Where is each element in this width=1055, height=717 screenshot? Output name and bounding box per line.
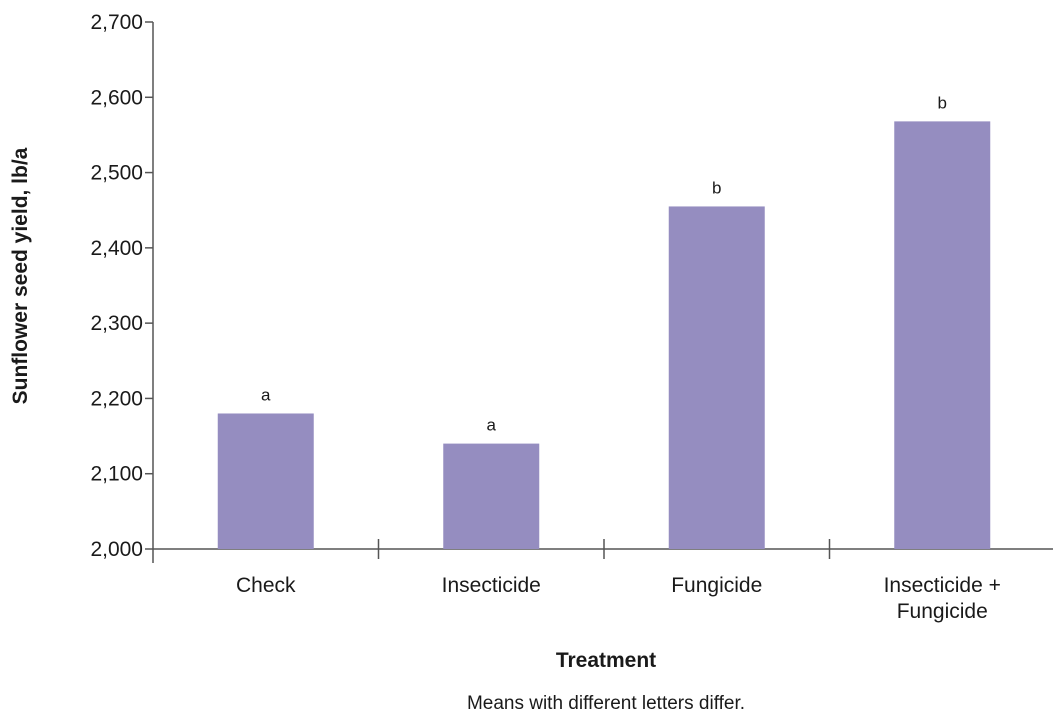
bar-significance-label: b [712,178,721,197]
y-tick-label: 2,000 [90,538,143,561]
y-tick-label: 2,700 [90,11,143,34]
y-tick-label: 2,600 [90,86,143,109]
x-category-label: Insecticide [442,574,541,597]
x-category-label: Check [236,574,296,597]
bar [443,443,540,549]
y-tick-label: 2,200 [90,387,143,410]
bar-significance-label: a [261,385,271,404]
footnote: Means with different letters differ. [467,693,745,714]
y-tick-label: 2,300 [90,312,143,335]
x-axis-title: Treatment [556,649,656,672]
y-axis: 2,000 2,100 2,200 2,300 2,400 2,500 2,600 2,700 [90,11,154,563]
bar-significance-label: a [487,416,497,435]
y-tick-label: 2,100 [90,463,143,486]
x-category-label: Fungicide [671,574,762,597]
bar [894,121,991,550]
y-tick-label: 2,500 [90,162,143,185]
bar-significance-label: b [938,93,947,112]
bar [668,206,765,549]
bar [217,413,314,549]
x-axis: Check Insecticide Fungicide Insecticide + Fu… [153,539,1053,623]
bars: a a b b [217,93,991,550]
x-category-label: Insecticide + Fungicide [884,574,1001,623]
y-tick-label: 2,400 [90,237,143,260]
y-axis-title: Sunflower seed yield, lb/a [9,147,32,404]
